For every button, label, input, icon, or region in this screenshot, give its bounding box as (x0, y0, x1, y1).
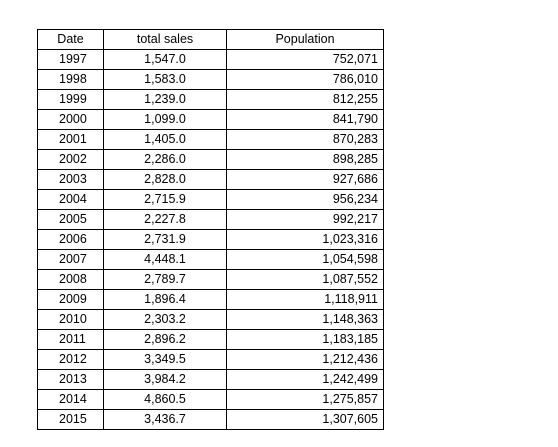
table-row: 1997 1,547.0 752,071 (37, 49, 384, 70)
date-cell: 2013 (37, 369, 104, 390)
population-cell: 1,212,436 (226, 349, 384, 370)
table-row: 2012 3,349.5 1,212,436 (37, 349, 384, 370)
date-cell: 2005 (37, 209, 104, 230)
population-cell: 1,118,911 (226, 289, 384, 310)
table-row: 2010 2,303.2 1,148,363 (37, 309, 384, 330)
date-cell: 1999 (37, 89, 104, 110)
date-cell: 2015 (37, 409, 104, 430)
table-row: 2003 2,828.0 927,686 (37, 169, 384, 190)
date-cell: 2008 (37, 269, 104, 290)
total-sales-cell: 2,828.0 (103, 169, 227, 190)
population-cell: 1,087,552 (226, 269, 384, 290)
total-sales-cell: 3,984.2 (103, 369, 227, 390)
date-cell: 2004 (37, 189, 104, 210)
total-sales-cell: 1,583.0 (103, 69, 227, 90)
table-row: 1998 1,583.0 786,010 (37, 69, 384, 90)
total-sales-cell: 1,239.0 (103, 89, 227, 110)
population-cell: 786,010 (226, 69, 384, 90)
date-cell: 2006 (37, 229, 104, 250)
total-sales-cell: 4,448.1 (103, 249, 227, 270)
total-sales-cell: 1,896.4 (103, 289, 227, 310)
total-sales-cell: 2,286.0 (103, 149, 227, 170)
total-sales-cell: 2,715.9 (103, 189, 227, 210)
total-sales-cell: 2,896.2 (103, 329, 227, 350)
total-sales-cell: 2,303.2 (103, 309, 227, 330)
population-cell: 1,148,363 (226, 309, 384, 330)
population-cell: 812,255 (226, 89, 384, 110)
date-cell: 2001 (37, 129, 104, 150)
table-row: 2001 1,405.0 870,283 (37, 129, 384, 150)
table-row: 2006 2,731.9 1,023,316 (37, 229, 384, 250)
table-row: 2009 1,896.4 1,118,911 (37, 289, 384, 310)
table-row: 2015 3,436.7 1,307,605 (37, 409, 384, 430)
population-cell: 1,275,857 (226, 389, 384, 410)
population-cell: 1,183,185 (226, 329, 384, 350)
total-sales-cell: 3,436.7 (103, 409, 227, 430)
total-sales-cell: 2,227.8 (103, 209, 227, 230)
total-sales-cell: 1,405.0 (103, 129, 227, 150)
total-sales-cell: 3,349.5 (103, 349, 227, 370)
population-cell: 1,023,316 (226, 229, 384, 250)
population-cell: 956,234 (226, 189, 384, 210)
data-table: Date total sales Population 1997 1,547.0 7… (37, 29, 384, 430)
table-row: 2000 1,099.0 841,790 (37, 109, 384, 130)
table-row: 2013 3,984.2 1,242,499 (37, 369, 384, 390)
table-row: 2004 2,715.9 956,234 (37, 189, 384, 210)
header-date: Date (37, 29, 104, 50)
header-population: Population (226, 29, 384, 50)
date-cell: 2007 (37, 249, 104, 270)
population-cell: 1,054,598 (226, 249, 384, 270)
date-cell: 2002 (37, 149, 104, 170)
table-row: 2014 4,860.5 1,275,857 (37, 389, 384, 410)
date-cell: 2014 (37, 389, 104, 410)
date-cell: 1998 (37, 69, 104, 90)
total-sales-cell: 1,099.0 (103, 109, 227, 130)
population-cell: 927,686 (226, 169, 384, 190)
population-cell: 1,242,499 (226, 369, 384, 390)
population-cell: 1,307,605 (226, 409, 384, 430)
total-sales-cell: 1,547.0 (103, 49, 227, 70)
table-row: 2002 2,286.0 898,285 (37, 149, 384, 170)
total-sales-cell: 2,731.9 (103, 229, 227, 250)
date-cell: 2010 (37, 309, 104, 330)
total-sales-cell: 4,860.5 (103, 389, 227, 410)
date-cell: 2003 (37, 169, 104, 190)
date-cell: 2000 (37, 109, 104, 130)
table-row: 2011 2,896.2 1,183,185 (37, 329, 384, 350)
population-cell: 992,217 (226, 209, 384, 230)
population-cell: 841,790 (226, 109, 384, 130)
table-row: 2007 4,448.1 1,054,598 (37, 249, 384, 270)
date-cell: 1997 (37, 49, 104, 70)
date-cell: 2009 (37, 289, 104, 310)
population-cell: 870,283 (226, 129, 384, 150)
population-cell: 898,285 (226, 149, 384, 170)
table-body: 1997 1,547.0 752,071 1998 1,583.0 786,010 1999… (37, 49, 384, 430)
table-row: 2008 2,789.7 1,087,552 (37, 269, 384, 290)
date-cell: 2011 (37, 329, 104, 350)
header-row: Date total sales Population (37, 29, 384, 50)
table-row: 1999 1,239.0 812,255 (37, 89, 384, 110)
date-cell: 2012 (37, 349, 104, 370)
population-cell: 752,071 (226, 49, 384, 70)
total-sales-cell: 2,789.7 (103, 269, 227, 290)
header-total-sales: total sales (103, 29, 227, 50)
table-row: 2005 2,227.8 992,217 (37, 209, 384, 230)
